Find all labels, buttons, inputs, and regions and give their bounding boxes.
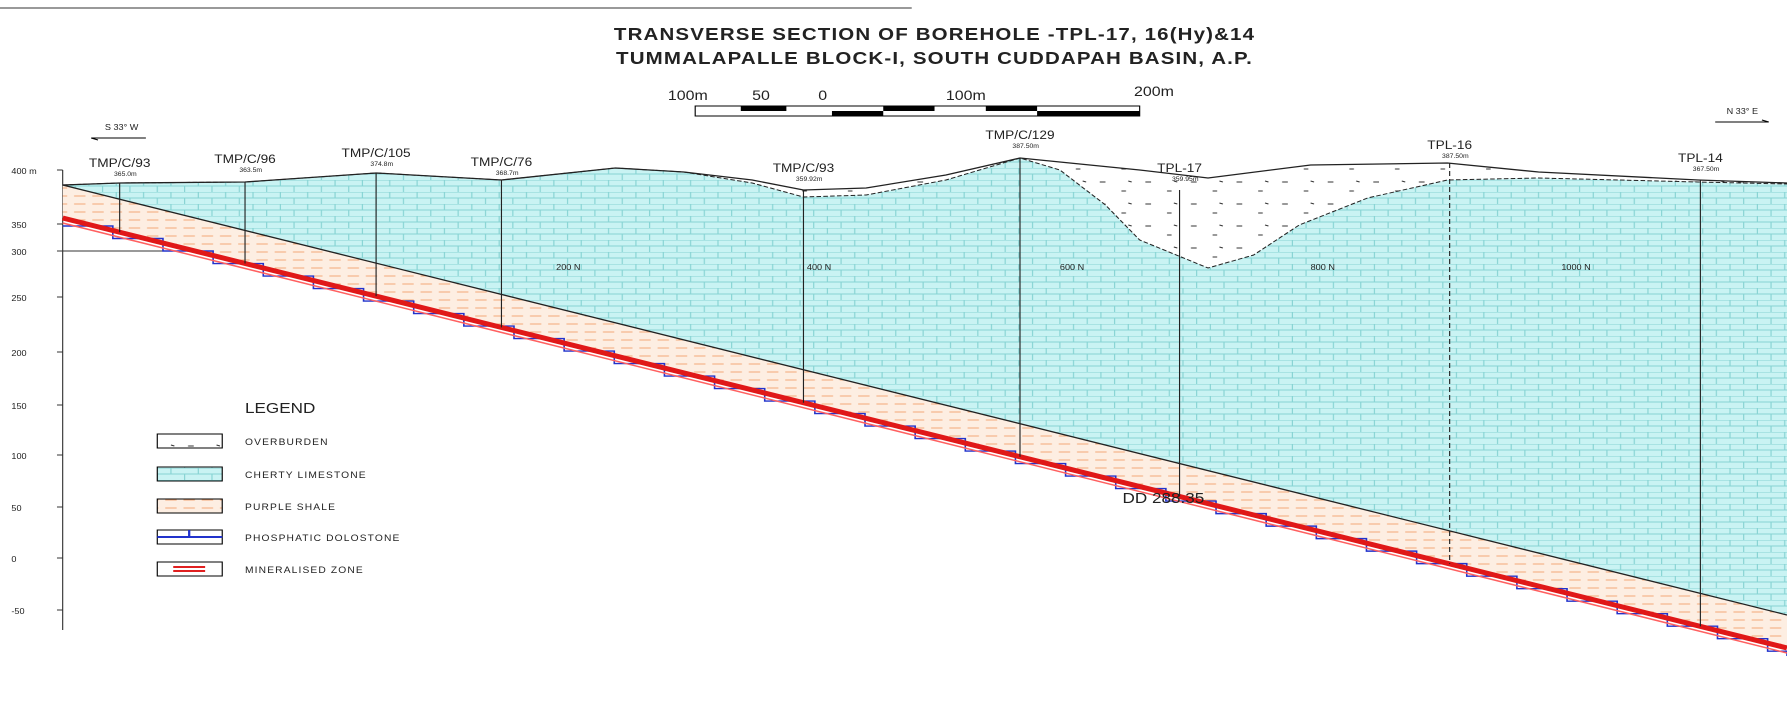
shale-top [62,184,1787,616]
orientation-arrow [1715,119,1769,123]
scale-label: 200m [1134,84,1174,100]
distance-label: 400 N [807,263,831,272]
elevation-label: 400 m [11,167,36,176]
borehole-elevation: 365.0m [114,171,137,178]
borehole-name: TMP/C/96 [214,152,276,166]
elevation-label: 250 [11,294,26,303]
borehole-elevation: 368.7m [496,170,519,177]
borehole-name: TPL-14 [1678,151,1723,165]
legend [156,433,223,577]
scale-bar [694,105,1141,117]
elevation-label: 150 [11,402,26,411]
borehole-elevation: 363.5m [239,167,262,174]
borehole-elevation: 359.92m [796,176,823,183]
mineralised-zone [61,215,1787,651]
borehole-name: TMP/C/93 [773,161,835,175]
purple-shale [62,185,1787,648]
annotation: DD 288.35 [1123,490,1205,507]
distance-label: 600 N [1060,263,1084,272]
distance-label: 800 N [1311,263,1335,272]
legend-label: PHOSPHATIC DOLOSTONE [245,534,400,544]
title: TRANSVERSE SECTION OF BOREHOLE -TPL-17, … [614,25,1255,45]
mineralised-zone-edge [62,222,1787,654]
elevation-label: 0 [11,555,16,564]
elevation-label: 100 [11,452,26,461]
scale-label: 0 [818,88,827,104]
distance-label: 200 N [556,263,580,272]
distance-label: 1000 N [1561,263,1590,272]
phosphatic-dolostone [62,225,1787,656]
cherty-limestone [62,158,1787,615]
scale-label: 50 [752,88,770,104]
elevation-label: 350 [11,221,26,230]
borehole-name: TPL-17 [1157,161,1202,175]
legend-title: LEGEND [245,400,315,417]
legend-label: CHERTY LIMESTONE [245,471,367,481]
orientation-left: S 33° W [105,123,139,132]
borehole-name: TPL-16 [1427,138,1472,152]
borehole-elevation: 367.50m [1693,166,1720,173]
legend-label: MINERALISED ZONE [245,566,364,576]
elevation-label: -50 [11,607,24,616]
scale-label: 100m [668,88,708,104]
orientation-arrow [90,137,146,141]
legend-label: OVERBURDEN [245,438,329,448]
elevation-label: 200 [11,349,26,358]
ground-surface [62,157,1787,191]
borehole-elevation: 374.8m [370,161,393,168]
borehole-elevation: 387.50m [1442,153,1469,160]
borehole-name: TMP/C/129 [985,128,1054,142]
overburden [62,158,1787,268]
elevation-label: 300 [11,248,26,257]
scale-label: 100m [946,88,986,104]
elevation-label: 50 [11,504,21,513]
borehole-name: TMP/C/93 [89,156,151,170]
borehole-elevation: 387.50m [1012,143,1039,150]
orientation-right: N 33° E [1727,107,1759,116]
legend-label: PURPLE SHALE [245,503,336,513]
borehole-name: TMP/C/105 [342,146,411,160]
subtitle: TUMMALAPALLE BLOCK-I, SOUTH CUDDAPAH BAS… [616,49,1253,69]
borehole-name: TMP/C/76 [471,155,533,169]
borehole-elevation: 359.95m [1172,176,1199,183]
